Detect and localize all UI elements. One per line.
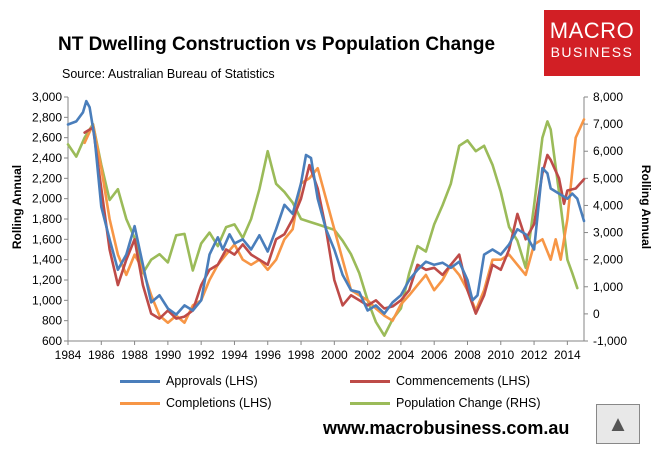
y-right-tick-label: 5,000: [593, 171, 623, 185]
chart-subtitle: Source: Australian Bureau of Statistics: [62, 67, 275, 81]
legend-label-population: Population Change (RHS): [396, 396, 541, 410]
legend-item-approvals: Approvals (LHS): [120, 374, 258, 388]
series-line-approvals: [66, 99, 586, 316]
x-tick-label: 1994: [221, 348, 248, 362]
legend-swatch-completions: [120, 401, 160, 405]
y-left-tick-label: 2,400: [32, 151, 62, 165]
footer-url[interactable]: www.macrobusiness.com.au: [323, 418, 570, 438]
y-left-tick-label: 3,000: [32, 90, 62, 104]
x-tick-label: 1998: [288, 348, 315, 362]
y-left-tick-label: 2,000: [32, 192, 62, 206]
x-tick-label: 2014: [554, 348, 581, 362]
y-right-tick-label: 8,000: [593, 90, 623, 104]
legend-swatch-commencements: [350, 379, 390, 383]
y-right-tick-label: 4,000: [593, 198, 623, 212]
x-tick-label: 2006: [421, 348, 448, 362]
logo-line-2: BUSINESS: [550, 44, 634, 60]
logo-line-1: MACRO: [549, 18, 635, 43]
x-tick-label: 1992: [188, 348, 215, 362]
y-right-tick-label: 2,000: [593, 253, 623, 267]
legend-item-commencements: Commencements (LHS): [350, 374, 530, 388]
x-tick-label: 2010: [487, 348, 514, 362]
y-left-tick-label: 1,400: [32, 253, 62, 267]
y-right-tick-label: 7,000: [593, 117, 623, 131]
y-right-tick-label: 1,000: [593, 280, 623, 294]
legend-item-population: Population Change (RHS): [350, 396, 541, 410]
y-left-tick-label: 1,000: [32, 293, 62, 307]
x-tick-label: 1984: [55, 348, 82, 362]
y-left-tick-label: 1,600: [32, 232, 62, 246]
y-left-tick-label: 2,800: [32, 110, 62, 124]
y-left-tick-label: 2,600: [32, 131, 62, 145]
y-left-tick-label: 1,200: [32, 273, 62, 287]
series-line-completions: [83, 118, 586, 324]
y-right-tick-label: 0: [593, 307, 600, 321]
series-line-commencements: [83, 126, 586, 320]
x-tick-label: 2002: [354, 348, 381, 362]
x-tick-label: 1986: [88, 348, 115, 362]
y-right-tick-label: 6,000: [593, 144, 623, 158]
wolf-head-icon: ▲: [596, 404, 640, 444]
x-tick-label: 1996: [254, 348, 281, 362]
series-line-population-change: [66, 120, 579, 337]
y-right-tick-label: -1,000: [593, 334, 627, 348]
legend-swatch-population: [350, 401, 390, 405]
x-tick-label: 2004: [388, 348, 415, 362]
x-tick-label: 2012: [521, 348, 548, 362]
legend-label-commencements: Commencements (LHS): [396, 374, 531, 388]
legend-label-approvals: Approvals (LHS): [166, 374, 258, 388]
x-tick-label: 1990: [155, 348, 182, 362]
chart-legend: Approvals (LHS) Commencements (LHS) Comp…: [100, 374, 560, 414]
legend-swatch-approvals: [120, 379, 160, 383]
legend-label-completions: Completions (LHS): [166, 396, 272, 410]
legend-item-completions: Completions (LHS): [120, 396, 272, 410]
y-left-tick-label: 600: [42, 334, 62, 348]
y-left-tick-label: 800: [42, 314, 62, 328]
y-right-tick-label: 3,000: [593, 226, 623, 240]
chart-title: NT Dwelling Construction vs Population C…: [58, 34, 496, 55]
x-tick-label: 1988: [121, 348, 148, 362]
x-tick-label: 2008: [454, 348, 481, 362]
macrobusiness-logo: MACRO BUSINESS: [544, 10, 640, 76]
x-tick-label: 2000: [321, 348, 348, 362]
y-left-tick-label: 2,200: [32, 171, 62, 185]
y-left-tick-label: 1,800: [32, 212, 62, 226]
